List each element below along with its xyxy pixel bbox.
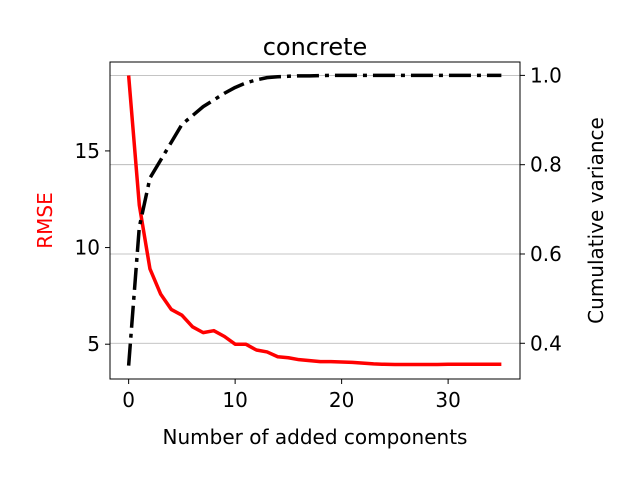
y-right-tick-label: 0.4 (530, 331, 562, 355)
chart-title: concrete (263, 33, 368, 61)
series-layer (126, 73, 502, 367)
y-left-axis-title: RMSE (33, 192, 57, 248)
y-right-tick-label: 1.0 (530, 63, 562, 87)
y-right-tick-label: 0.6 (530, 242, 562, 266)
y-right-axis-title: Cumulative variance (584, 117, 608, 324)
x-tick-label: 10 (222, 388, 247, 412)
y-left-tick-label: 10 (75, 236, 100, 260)
x-tick-label: 30 (435, 388, 460, 412)
y-right-tick-label: 0.8 (530, 153, 562, 177)
series-line-cumulative-variance (126, 73, 502, 366)
x-tick-label: 20 (329, 388, 354, 412)
y-left-tick-label: 15 (75, 139, 100, 163)
ticks-layer: 0 10 20 30 5 10 15 0.4 0.6 0.8 1.0 (75, 63, 562, 412)
plot-frame (109, 61, 521, 380)
x-tick-label: 0 (122, 388, 135, 412)
series-line-rmse (126, 75, 502, 367)
x-axis-title: Number of added components (163, 425, 468, 449)
y-left-tick-label: 5 (87, 332, 100, 356)
